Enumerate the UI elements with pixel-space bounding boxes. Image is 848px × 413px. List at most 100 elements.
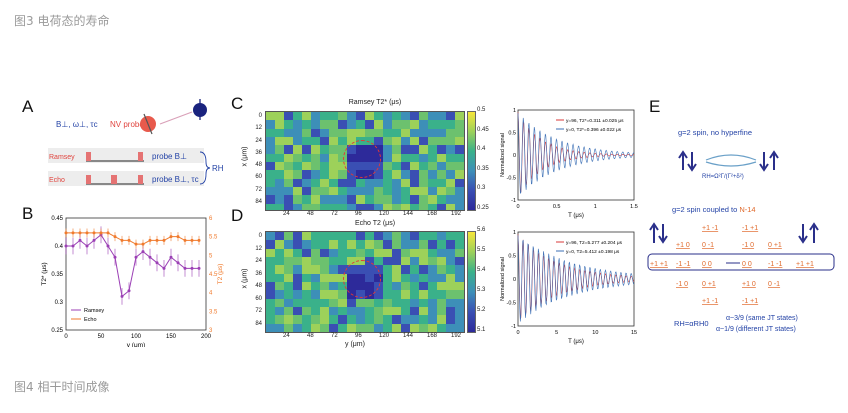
- heatmap-cell: [338, 137, 348, 146]
- heatmap-cell: [275, 265, 285, 275]
- heatmap-cell: [275, 240, 285, 250]
- heatmap-cell: [401, 120, 411, 130]
- heatmap-cell: [338, 257, 348, 266]
- ytick-left: 0.45: [51, 216, 63, 222]
- heatmap-cell: [293, 170, 303, 180]
- region-circle: [342, 259, 381, 298]
- heatmap-cell: [401, 315, 411, 325]
- heatmap-cell: [383, 162, 393, 171]
- heatmap-cell: [311, 153, 321, 163]
- panel-label-e: E: [649, 97, 661, 116]
- heatmap-cell: [275, 128, 285, 138]
- heatmap-cell: [266, 112, 276, 121]
- heatmap-cell: [266, 195, 276, 205]
- heatmap-cell: [311, 170, 321, 180]
- heatmap-cell: [446, 137, 456, 146]
- params-label: B⊥, ω⊥, τc: [56, 120, 98, 129]
- heatmap-cell: [383, 273, 393, 283]
- heatmap-cell: [374, 178, 384, 188]
- heatmap-cell: [446, 298, 456, 308]
- e-n14: N-14: [739, 205, 755, 214]
- heatmap-cell: [428, 248, 438, 258]
- heatmap-cell: [293, 248, 303, 258]
- data-point: [190, 266, 194, 270]
- heatmap-cell: [338, 178, 348, 188]
- heatmap-cell: [338, 145, 348, 155]
- heatmap-cell: [311, 120, 321, 130]
- ramsey-label: Ramsey: [49, 154, 75, 161]
- heatmap-cell: [446, 323, 456, 332]
- heatmap-cell: [266, 153, 276, 163]
- state-mid1: 0 +1: [768, 242, 782, 249]
- heatmap-cell: [329, 290, 339, 300]
- heatmap-cell: [419, 137, 429, 146]
- heatmap-cell: [419, 290, 429, 300]
- data-point: [85, 244, 89, 248]
- heatmap-cell: [302, 112, 312, 121]
- heatmap-cell: [293, 128, 303, 138]
- heatmap-cell: [347, 178, 357, 188]
- heatmap-cell: [329, 232, 339, 241]
- xtick: 0: [64, 334, 68, 340]
- heatmap-cell: [428, 112, 438, 121]
- heatmap-cell: [275, 282, 285, 291]
- state-center: 0 0: [702, 261, 712, 268]
- heatmap-cell: [437, 178, 447, 188]
- data-point: [71, 244, 75, 248]
- data-point: [162, 238, 166, 242]
- data-point: [148, 255, 152, 259]
- heatmap-cell: [347, 203, 357, 210]
- heatmap-cell: [329, 120, 339, 130]
- heatmap-cell: [410, 178, 420, 188]
- ytick: 24: [255, 258, 262, 265]
- data-point: [169, 255, 173, 259]
- heatmap-cell: [446, 282, 456, 291]
- heatmap-cell: [410, 307, 420, 316]
- heatmap-cell: [284, 203, 294, 210]
- xtick: 0.5: [553, 204, 561, 210]
- heatmap-cell: [437, 128, 447, 138]
- ytick: 0.5: [508, 131, 516, 137]
- heatmap-cell: [338, 195, 348, 205]
- heatmap-cell: [437, 273, 447, 283]
- heatmap-cell: [410, 248, 420, 258]
- state-bottom: -1 +1: [742, 298, 758, 305]
- colorbar-tick: 0.4: [477, 146, 486, 153]
- heatmap-cell: [302, 265, 312, 275]
- heatmap-cell: [311, 282, 321, 291]
- heatmap-cell: [329, 145, 339, 155]
- heatmap-cell: [437, 112, 447, 121]
- heatmap-cell: [320, 323, 330, 332]
- heatmap-cell: [428, 153, 438, 163]
- heatmap-cell: [455, 265, 464, 275]
- ytick-right: 3.5: [209, 309, 218, 315]
- heatmap-cell: [284, 257, 294, 266]
- panel-d-xlabel: y (μm): [345, 341, 365, 348]
- heatmap-cell: [428, 307, 438, 316]
- colorbar-tick: 5.2: [477, 307, 486, 313]
- heatmap-cell: [446, 112, 456, 121]
- heatmap-cell: [320, 240, 330, 250]
- heatmap-cell: [410, 323, 420, 332]
- data-point: [71, 231, 75, 235]
- xtick: 72: [331, 211, 338, 217]
- heatmap-cell: [275, 170, 285, 180]
- data-point: [190, 238, 194, 242]
- heatmap-cell: [383, 195, 393, 205]
- heatmap-cell: [266, 240, 276, 250]
- heatmap-cell: [338, 290, 348, 300]
- state-center: -1 -1: [768, 261, 783, 268]
- heatmap-cell: [383, 307, 393, 316]
- spin-arrows-left: [678, 150, 697, 172]
- heatmap-cell: [428, 323, 438, 332]
- heatmap-cell: [455, 112, 464, 121]
- heatmap-cell: [401, 178, 411, 188]
- up-arrow-icon: [809, 222, 819, 243]
- data-point: [106, 231, 110, 235]
- heatmap-cell: [401, 232, 411, 241]
- heatmap-cell: [383, 137, 393, 146]
- heatmap-cell: [374, 248, 384, 258]
- panel-label-d: D: [231, 206, 244, 225]
- heatmap-cell: [302, 248, 312, 258]
- heatmap-cell: [356, 187, 366, 196]
